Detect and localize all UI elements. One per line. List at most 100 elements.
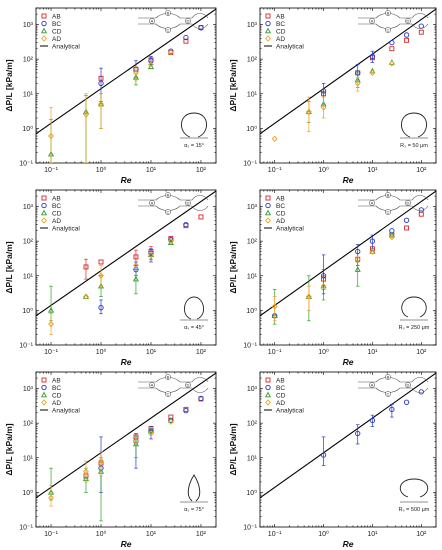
marker-triangle xyxy=(147,427,155,434)
y-axis-label: ΔP/L [kPa/m] xyxy=(4,241,14,293)
marker-diamond xyxy=(354,80,361,87)
marker-triangle xyxy=(388,231,395,238)
point-label: C xyxy=(167,27,170,32)
marker-triangle xyxy=(264,27,272,34)
marker-diamond xyxy=(320,283,327,290)
series-cd xyxy=(47,239,174,322)
x-tick-label: 10⁻¹ xyxy=(268,167,282,174)
y-tick-label: 10⁻¹ xyxy=(243,525,257,532)
pore-outline xyxy=(401,112,427,138)
marker-diamond xyxy=(388,234,395,241)
marker-triangle xyxy=(132,440,140,447)
parameter-label: αₛ = 15° xyxy=(184,143,204,149)
point-marker xyxy=(385,192,391,198)
x-tick-label: 10² xyxy=(416,531,427,538)
pore-outline xyxy=(401,296,427,318)
marker-diamond xyxy=(48,494,54,501)
legend-label: BC xyxy=(276,21,285,28)
data-area xyxy=(36,372,216,522)
legend-label: AD xyxy=(52,218,61,225)
x-tick-label: 10⁻¹ xyxy=(44,167,58,174)
y-tick-label: 10³ xyxy=(247,386,258,393)
legend-label: AB xyxy=(276,377,285,384)
marker-diamond xyxy=(133,262,139,269)
marker-diamond xyxy=(388,60,395,67)
marker-diamond xyxy=(167,48,174,56)
y-tick-label: 10³ xyxy=(23,386,34,393)
marker-diamond xyxy=(83,293,89,300)
marker-diamond xyxy=(133,69,139,77)
channel-outline xyxy=(358,377,429,383)
pore-shape-inset: αₛ = 75° xyxy=(180,474,208,513)
y-tick-label: 10⁻¹ xyxy=(243,343,257,350)
point-label: A xyxy=(371,18,374,23)
y-tick-label: 10¹ xyxy=(247,455,258,462)
marker-diamond xyxy=(41,399,47,406)
marker-square xyxy=(183,38,189,44)
marker-circle xyxy=(183,407,189,414)
y-tick-label: 10³ xyxy=(247,204,258,211)
point-marker xyxy=(385,209,391,215)
marker-diamond xyxy=(354,256,361,263)
x-tick-label: 10⁰ xyxy=(96,530,107,538)
point-marker xyxy=(385,391,391,397)
x-tick-label: 10⁰ xyxy=(318,530,329,538)
point-marker xyxy=(405,18,411,24)
y-tick-label: 10⁰ xyxy=(22,125,33,133)
marker-circle xyxy=(41,384,47,391)
marker-diamond xyxy=(271,135,278,142)
y-tick-label: 10² xyxy=(247,239,258,246)
y-axis-label: ΔP/L [kPa/m] xyxy=(228,241,238,293)
marker-diamond xyxy=(133,438,139,445)
x-tick-label: 10⁻¹ xyxy=(44,349,58,356)
marker-circle xyxy=(403,217,410,223)
marker-square xyxy=(265,377,271,383)
channel-schematic: A B C D xyxy=(358,374,429,397)
analytical-line xyxy=(36,190,216,317)
analytical-line xyxy=(260,8,436,135)
y-tick-label: 10⁰ xyxy=(22,489,33,497)
point-marker xyxy=(165,209,171,215)
analytical-line xyxy=(260,372,436,499)
y-tick-label: 10⁰ xyxy=(22,307,33,315)
y-tick-label: 10² xyxy=(23,239,34,246)
series-bc xyxy=(272,207,424,319)
legend-label: CD xyxy=(52,210,62,217)
point-marker xyxy=(149,18,155,24)
legend-label: Analytical xyxy=(276,43,304,50)
pore-outline xyxy=(187,474,201,502)
marker-diamond xyxy=(83,468,89,475)
legend-label: Analytical xyxy=(52,225,80,232)
legend-label: BC xyxy=(52,385,61,392)
marker-circle xyxy=(369,417,376,424)
series-ab xyxy=(98,25,204,81)
chart-panel-3: 10⁻¹ 10⁰ 10¹ 10² 10⁻¹ 10⁰ 10¹ 10² 10³ Re ΔP/L [kPa… xyxy=(4,189,217,367)
chart-panel-5: 10⁻¹ 10⁰ 10¹ 10² 10⁻¹ 10⁰ 10¹ 10² 10³ Re ΔP/L [kPa… xyxy=(4,371,217,549)
y-tick-label: 10⁻¹ xyxy=(19,343,33,350)
marker-circle xyxy=(320,452,327,458)
legend-label: Analytical xyxy=(276,225,304,232)
marker-square xyxy=(98,259,104,265)
x-tick-label: 10² xyxy=(196,531,207,538)
point-label: A xyxy=(151,382,154,387)
point-label: B xyxy=(167,374,170,379)
plot-frame xyxy=(35,7,217,164)
y-tick-label: 10¹ xyxy=(23,91,34,98)
legend-label: CD xyxy=(276,392,286,399)
y-tick-label: 10⁰ xyxy=(246,307,257,315)
marker-square xyxy=(265,195,271,201)
y-tick-label: 10⁻¹ xyxy=(19,525,33,532)
channel-outline xyxy=(138,387,209,393)
x-tick-label: 10⁰ xyxy=(96,166,107,174)
chart-panel-4: 10⁻¹ 10⁰ 10¹ 10² 10⁻¹ 10⁰ 10¹ 10² 10³ Re ΔP/L [kPa… xyxy=(228,189,437,367)
point-label: B xyxy=(387,374,390,379)
data-area xyxy=(260,8,436,142)
marker-circle xyxy=(198,395,204,402)
marker-square xyxy=(83,264,89,270)
pore-outline xyxy=(399,478,429,498)
marker-square xyxy=(389,46,395,52)
channel-schematic: A B C D xyxy=(138,10,209,33)
